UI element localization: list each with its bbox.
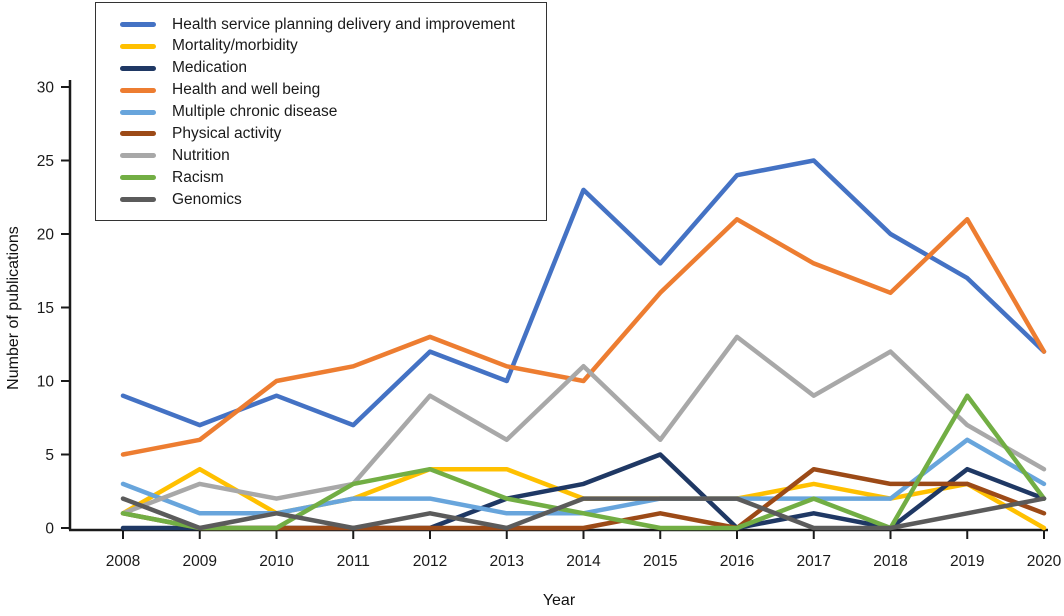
legend-line-swatch	[120, 43, 156, 49]
legend-item: Health and well being	[120, 80, 546, 101]
legend-item: Medication	[120, 58, 546, 79]
legend-line-swatch	[120, 153, 156, 159]
series-line-health-service-planning-delivery-and-improvement	[120, 158, 1047, 428]
legend-label: Medication	[172, 59, 247, 77]
x-tick-label: 2011	[337, 553, 370, 570]
legend-line-swatch	[120, 65, 156, 71]
y-tick-label: 0	[45, 521, 54, 538]
x-tick-label: 2016	[720, 553, 754, 570]
y-tick-label: 30	[37, 80, 55, 97]
legend-label: Health and well being	[172, 81, 321, 99]
series-line-nutrition	[120, 334, 1047, 516]
legend-line-swatch	[120, 175, 156, 181]
legend-line-swatch	[120, 197, 156, 202]
x-tick-label: 2013	[490, 553, 524, 570]
legend-line-swatch	[120, 109, 156, 115]
legend-label: Mortality/morbidity	[172, 37, 298, 55]
x-tick-label: 2008	[106, 553, 140, 570]
legend-label: Multiple chronic disease	[172, 103, 338, 120]
legend-label: Health service planning delivery and imp…	[172, 15, 515, 33]
legend-label: Racism	[172, 168, 224, 186]
legend-item: Physical activity	[120, 123, 546, 144]
x-tick-label: 2017	[797, 553, 831, 570]
x-tick-label: 2012	[413, 553, 447, 570]
y-axis-title: Number of publications	[5, 226, 22, 390]
legend-item: Genomics	[120, 189, 546, 210]
legend-line-swatch	[120, 87, 156, 93]
y-tick-label: 5	[45, 447, 54, 464]
series-line-racism	[120, 393, 1047, 531]
x-tick-label: 2010	[259, 553, 294, 570]
x-tick-label: 2019	[950, 553, 984, 570]
legend-label: Nutrition	[172, 146, 230, 164]
x-tick-label: 2015	[643, 553, 677, 570]
legend-item: Racism	[120, 167, 546, 188]
legend-item: Multiple chronic disease	[120, 102, 546, 123]
legend-label: Genomics	[172, 190, 242, 208]
legend-label: Physical activity	[172, 124, 282, 142]
legend-line-swatch	[120, 22, 156, 27]
y-tick-label: 20	[37, 227, 55, 244]
x-tick-label: 2018	[873, 553, 907, 570]
legend-line-swatch	[120, 131, 156, 137]
y-tick-label: 15	[37, 300, 54, 317]
legend-item: Health service planning delivery and imp…	[120, 14, 546, 35]
x-axis-title: Year	[542, 592, 576, 609]
legend: Health service planning delivery and imp…	[95, 2, 547, 221]
legend-item: Nutrition	[120, 145, 546, 166]
series-line-genomics	[120, 496, 1047, 531]
legend-item: Mortality/morbidity	[120, 36, 546, 57]
x-tick-label: 2009	[183, 553, 217, 570]
y-tick-label: 10	[37, 374, 55, 391]
series-line-health-and-well-being	[120, 217, 1047, 457]
y-tick-label: 25	[37, 153, 54, 170]
x-tick-label: 2020	[1027, 553, 1062, 570]
x-tick-label: 2014	[566, 553, 601, 570]
